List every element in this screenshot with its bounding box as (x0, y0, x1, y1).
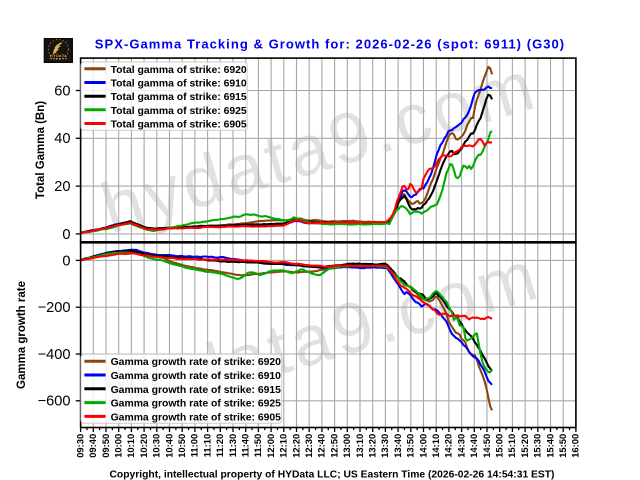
svg-text:0: 0 (62, 253, 70, 269)
svg-text:20: 20 (54, 179, 70, 195)
svg-text:09:30: 09:30 (74, 434, 85, 458)
svg-text:13:00: 13:00 (341, 434, 352, 458)
svg-text:09:40: 09:40 (87, 434, 98, 458)
svg-text:12:00: 12:00 (265, 434, 276, 458)
svg-text:12:50: 12:50 (328, 434, 339, 458)
svg-text:14:30: 14:30 (455, 434, 466, 458)
svg-text:Total gamma of strike: 6920: Total gamma of strike: 6920 (111, 65, 247, 76)
svg-text:12:20: 12:20 (290, 434, 301, 458)
svg-text:Total gamma of strike: 6905: Total gamma of strike: 6905 (111, 120, 247, 131)
svg-text:11:00: 11:00 (189, 434, 200, 457)
svg-text:Total Gamma (Bn): Total Gamma (Bn) (35, 101, 47, 199)
svg-text:15:00: 15:00 (494, 434, 505, 458)
svg-text:14:10: 14:10 (430, 434, 441, 458)
svg-text:11:10: 11:10 (201, 434, 212, 457)
svg-text:13:10: 13:10 (354, 434, 365, 458)
svg-text:10:10: 10:10 (125, 434, 136, 458)
svg-text:14:40: 14:40 (468, 434, 479, 458)
svg-text:Total gamma of strike: 6915: Total gamma of strike: 6915 (111, 92, 247, 103)
svg-text:13:50: 13:50 (405, 434, 416, 458)
svg-text:10:40: 10:40 (163, 434, 174, 458)
svg-text:Gamma growth rate of strike: 6: Gamma growth rate of strike: 6920 (111, 357, 282, 368)
svg-text:15:50: 15:50 (557, 434, 568, 458)
svg-text:Total gamma of strike: 6925: Total gamma of strike: 6925 (111, 106, 247, 117)
svg-text:14:50: 14:50 (481, 434, 492, 458)
svg-text:Total gamma of strike: 6910: Total gamma of strike: 6910 (111, 79, 247, 90)
svg-text:Gamma growth rate of strike: 6: Gamma growth rate of strike: 6910 (111, 371, 282, 382)
svg-text:11:30: 11:30 (227, 434, 238, 457)
svg-text:12:30: 12:30 (303, 434, 314, 458)
svg-text:60: 60 (54, 83, 70, 99)
svg-text:13:40: 13:40 (392, 434, 403, 458)
svg-text:Gamma growth rate: Gamma growth rate (16, 281, 28, 389)
svg-text:11:20: 11:20 (214, 434, 225, 457)
svg-text:15:40: 15:40 (544, 434, 555, 458)
svg-text:15:30: 15:30 (532, 434, 543, 458)
svg-text:09:50: 09:50 (100, 434, 111, 458)
svg-text:11:50: 11:50 (252, 434, 263, 457)
svg-text:13:30: 13:30 (379, 434, 390, 458)
svg-text:16:00: 16:00 (570, 434, 581, 458)
svg-text:10:50: 10:50 (176, 434, 187, 458)
svg-text:15:20: 15:20 (519, 434, 530, 458)
svg-text:40: 40 (54, 131, 70, 147)
svg-text:−200: −200 (38, 300, 71, 316)
svg-text:13:20: 13:20 (367, 434, 378, 458)
svg-text:10:20: 10:20 (138, 434, 149, 458)
svg-text:15:10: 15:10 (506, 434, 517, 458)
svg-text:12:40: 12:40 (316, 434, 327, 458)
svg-text:Copyright, intellectual proper: Copyright, intellectual property of HYDa… (110, 469, 555, 480)
svg-text:−600: −600 (38, 394, 71, 410)
svg-text:12:10: 12:10 (278, 434, 289, 458)
svg-text:11:40: 11:40 (240, 434, 251, 457)
svg-text:14:20: 14:20 (443, 434, 454, 458)
svg-text:Gamma growth rate of strike: 6: Gamma growth rate of strike: 6905 (111, 412, 282, 423)
svg-text:14:00: 14:00 (417, 434, 428, 458)
svg-text:Gamma growth rate of strike: 6: Gamma growth rate of strike: 6915 (111, 385, 282, 396)
svg-text:HYDaTa: HYDaTa (50, 54, 67, 58)
svg-text:0: 0 (62, 227, 70, 243)
svg-text:−400: −400 (38, 347, 71, 363)
svg-text:10:00: 10:00 (113, 434, 124, 458)
svg-text:SPX-Gamma Tracking & Growth fo: SPX-Gamma Tracking & Growth for: 2026-02… (95, 37, 565, 52)
svg-text:Gamma growth rate of strike: 6: Gamma growth rate of strike: 6925 (111, 399, 282, 410)
svg-text:10:30: 10:30 (151, 434, 162, 458)
